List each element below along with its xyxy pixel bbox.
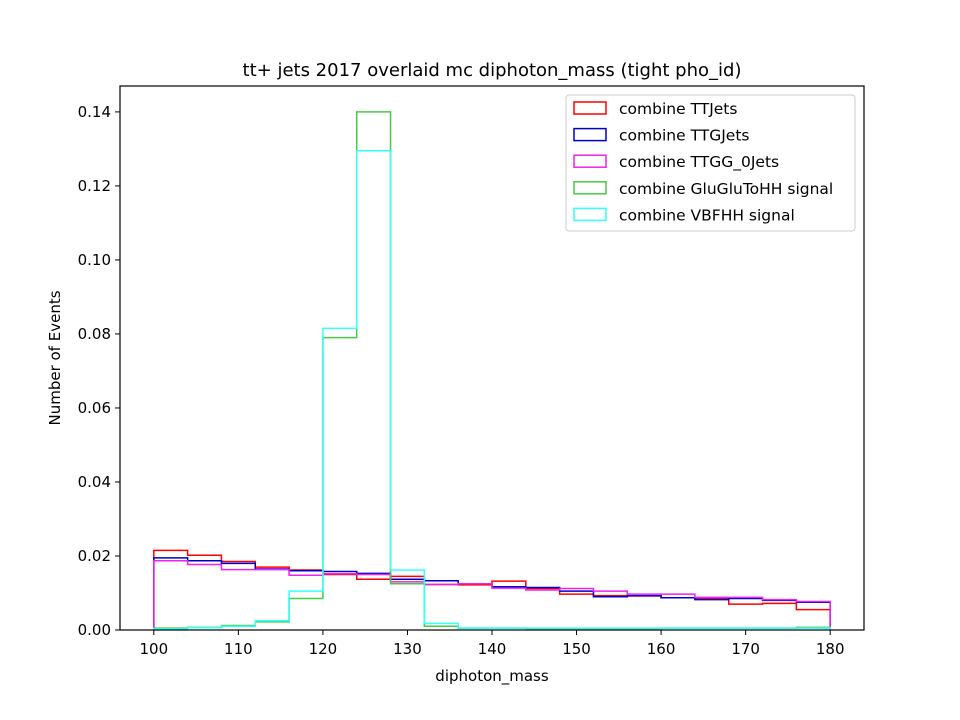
series-line-3 [153, 560, 831, 630]
y-tick-label: 0.04 [78, 473, 111, 491]
legend-swatch [573, 154, 607, 168]
y-tick-label: 0.02 [78, 547, 111, 565]
y-tick-label: 0.12 [78, 177, 111, 195]
chart-title: tt+ jets 2017 overlaid mc diphoton_mass … [243, 60, 742, 81]
x-tick-label: 100 [139, 640, 168, 658]
legend-box [565, 94, 856, 232]
x-axis: 100 110 120 130 140 150 160 170 180 [139, 630, 845, 658]
x-tick-label: 110 [224, 640, 253, 658]
legend-entry-label: combine TTGG_0Jets [619, 153, 779, 172]
legend-entry-label: combine TTJets [619, 100, 737, 118]
x-tick-label: 120 [309, 640, 338, 658]
legend-entry-label: combine VBFHH signal [619, 206, 795, 224]
y-tick-label: 0.10 [78, 251, 111, 269]
legend-swatch [573, 181, 607, 195]
series-line-5 [153, 150, 831, 630]
legend: combine TTJets combine TTGJets combine TTG… [565, 94, 856, 232]
legend-swatch [573, 101, 607, 115]
y-axis-title: Number of Events [46, 290, 64, 425]
y-tick-label: 0.14 [78, 103, 111, 121]
legend-swatch [573, 127, 607, 142]
y-tick-label: 0.08 [78, 325, 111, 343]
series-layer [153, 111, 831, 630]
x-tick-label: 180 [816, 640, 845, 658]
x-tick-label: 160 [647, 640, 676, 658]
y-tick-label: 0.00 [78, 621, 111, 639]
legend-entry-label: combine GluGluToHH signal [619, 180, 833, 198]
x-tick-label: 140 [478, 640, 507, 658]
y-axis: 0.00 0.02 0.04 0.06 0.08 0.10 0.12 0.14 [78, 103, 120, 639]
legend-swatch [573, 207, 607, 222]
y-tick-label: 0.06 [78, 399, 111, 417]
x-tick-label: 150 [562, 640, 591, 658]
x-axis-title: diphoton_mass [435, 667, 549, 686]
x-tick-label: 170 [731, 640, 760, 658]
x-tick-label: 130 [393, 640, 422, 658]
legend-entry-label: combine TTGJets [619, 127, 749, 145]
